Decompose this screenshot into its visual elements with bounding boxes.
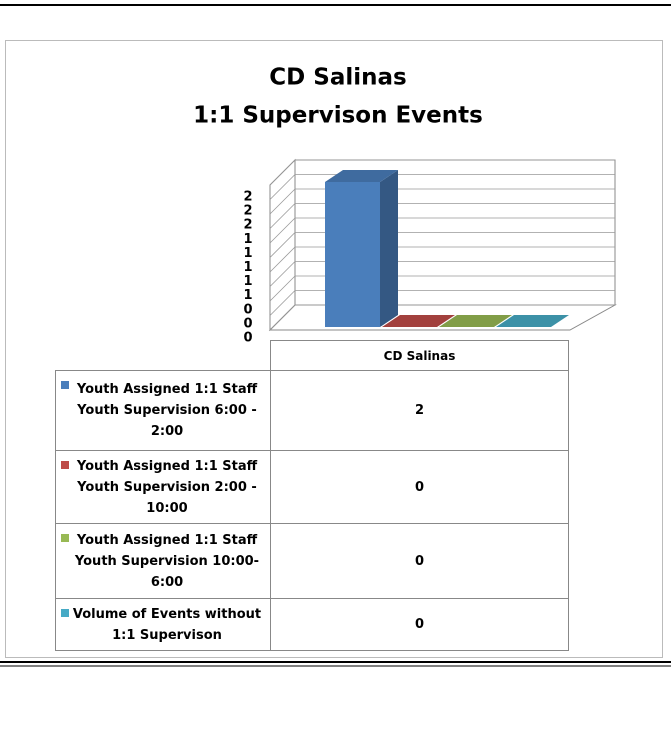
y-tick-label: 0 — [243, 316, 252, 331]
legend-key — [61, 609, 69, 617]
bar — [496, 315, 569, 327]
grid-line — [269, 275, 615, 302]
table-value: 0 — [270, 450, 569, 524]
bar-face — [382, 315, 455, 327]
bar-face — [325, 170, 398, 182]
bar — [439, 315, 512, 327]
bar-face — [380, 170, 398, 327]
y-tick-label: 0 — [243, 302, 252, 317]
bar-face — [439, 315, 512, 327]
grid-line — [269, 203, 615, 229]
table-value: 2 — [270, 370, 569, 451]
y-tick-label: 1 — [243, 260, 252, 275]
y-tick-label: 1 — [243, 274, 252, 289]
grid-line — [269, 217, 615, 244]
y-tick-label: 2 — [243, 204, 252, 219]
chart-frame — [5, 40, 663, 658]
y-tick-label: 1 — [243, 232, 252, 247]
bar-face — [496, 315, 569, 327]
y-tick-label: 2 — [243, 190, 252, 205]
legend-cell: Volume of Events without 1:1 Supervison — [55, 598, 271, 651]
grid-line — [269, 246, 615, 273]
y-tick-label: 2 — [243, 218, 252, 233]
y-tick-label: 1 — [243, 246, 252, 261]
chart-title: CD Salinas — [269, 65, 406, 91]
grid-line — [269, 290, 615, 316]
table-value: 0 — [270, 598, 569, 651]
grid-line — [269, 304, 615, 331]
legend-key — [61, 461, 69, 469]
bar-face — [325, 182, 380, 327]
grid-line — [269, 159, 615, 186]
chart-title: 1:1 Supervison Events — [193, 103, 483, 129]
legend-key — [61, 534, 69, 542]
bar — [382, 315, 455, 327]
bar — [325, 170, 398, 327]
legend-key — [61, 381, 69, 389]
grid-line — [269, 261, 615, 287]
legend-cell: Youth Assigned 1:1 Staff Youth Supervisi… — [55, 450, 271, 524]
table-value: 0 — [270, 523, 569, 599]
grid-line — [269, 188, 615, 215]
table-header: CD Salinas — [270, 340, 569, 371]
grid-line — [269, 232, 615, 258]
legend-cell: Youth Assigned 1:1 Staff Youth Supervisi… — [55, 370, 271, 451]
y-tick-label: 1 — [243, 288, 252, 303]
y-tick-label: 0 — [243, 331, 252, 346]
grid-line — [269, 174, 615, 200]
legend-cell: Youth Assigned 1:1 Staff Youth Supervisi… — [55, 523, 271, 599]
